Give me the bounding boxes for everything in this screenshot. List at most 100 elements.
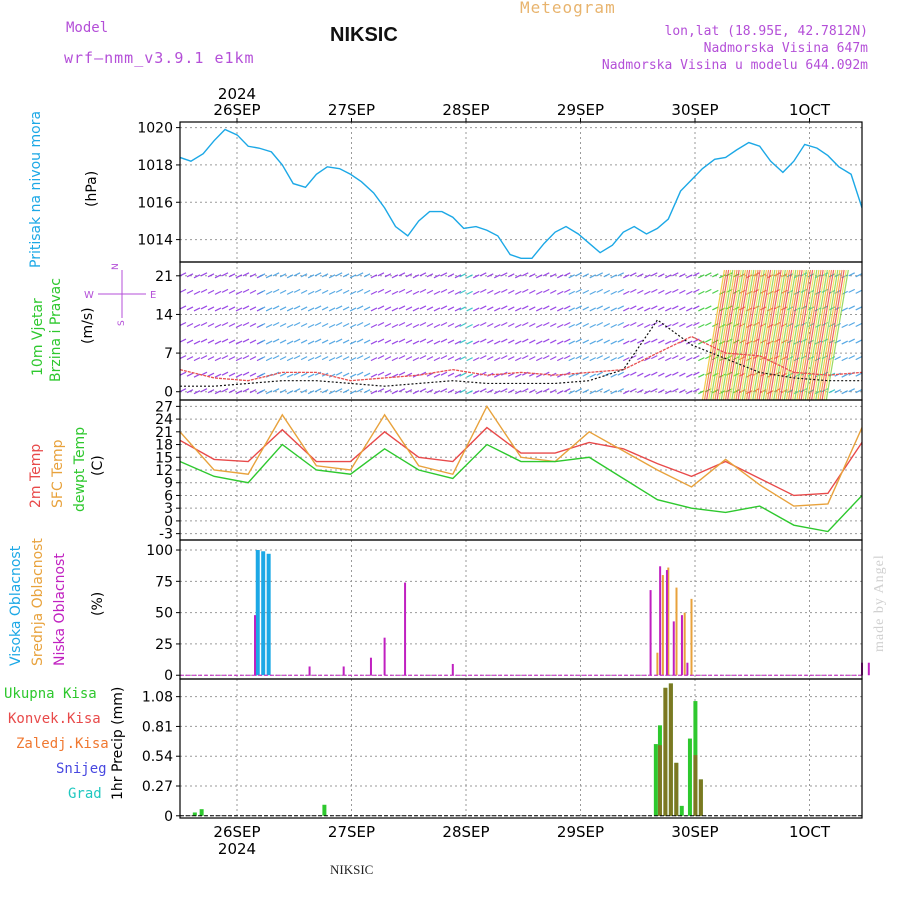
wind-barb [623, 323, 630, 329]
wind-barb [884, 358, 890, 361]
wind-barb-strong [748, 269, 772, 400]
wind-barb [249, 322, 257, 328]
wind-barb [658, 339, 665, 344]
wind-barb [272, 355, 280, 360]
xtick-label-bottom: 27SEP [328, 823, 375, 841]
wind-barb [719, 323, 726, 329]
wind-barb [855, 339, 862, 344]
wind-barb [486, 356, 494, 361]
wind-barb [242, 355, 250, 360]
wind-barb [363, 273, 371, 278]
wind-barb [582, 356, 590, 361]
precip-convective-bar [657, 745, 662, 816]
wind-barb [479, 321, 487, 327]
wind-barb [507, 322, 515, 328]
wind-barb [870, 372, 876, 375]
cloud-mid-bar [675, 587, 678, 676]
wind-barb [693, 338, 700, 343]
wind-barb [556, 323, 564, 329]
wind-barb [412, 390, 420, 395]
wind-barb [370, 274, 378, 279]
wind-barb [228, 273, 236, 278]
wind-barb [186, 372, 194, 377]
wind-barb [180, 288, 187, 293]
wind-barb [363, 339, 371, 344]
wind-barb [651, 371, 658, 376]
wind-barb [447, 356, 455, 361]
wind-barb [398, 355, 406, 360]
wind-barb [258, 289, 266, 294]
wind-barb [391, 323, 399, 329]
ytick-label: 100 [146, 543, 173, 559]
wind-barb [405, 289, 413, 294]
wind-barb [563, 355, 571, 360]
ytick-label: 1018 [137, 158, 173, 174]
wind-barb [698, 290, 705, 295]
wind-barb [249, 356, 257, 361]
wind-barb [221, 388, 229, 393]
wind-barb [214, 290, 222, 295]
wind-barb [349, 274, 357, 279]
wind-barb [235, 340, 243, 345]
wind-barb [321, 389, 329, 394]
wind-barb-strong [787, 269, 812, 400]
ytick-label: 27 [155, 399, 173, 415]
wind-barb [870, 339, 876, 342]
cloud-low-bar [369, 657, 372, 676]
wind-barb [279, 356, 287, 361]
wind-barb-strong [781, 269, 805, 400]
wind-barb [884, 374, 890, 377]
t2m-side-label: 2m Temp [28, 443, 44, 508]
wind-barb-strong [806, 269, 831, 400]
xtick-label-bottom: 26SEP [213, 823, 260, 841]
wind-barb [521, 355, 529, 360]
wind-barb [679, 306, 686, 311]
wind-barb [235, 357, 243, 362]
wind-barb [507, 306, 515, 311]
wind-barb-strong [743, 269, 768, 400]
wind-barb [828, 389, 836, 394]
wind-barb [440, 388, 448, 393]
wind-barb [563, 288, 571, 293]
cloud-low-bar [686, 662, 689, 676]
wind-barb [466, 274, 473, 279]
wind-barb [356, 338, 364, 343]
wind-barb [426, 339, 434, 344]
wind-barb [459, 389, 466, 394]
wind-barb [300, 289, 308, 294]
wind-barb [286, 373, 294, 378]
wind-barb [454, 274, 462, 279]
wind-barb [335, 388, 343, 393]
wind-barb [651, 388, 658, 393]
precip-total-bar [199, 809, 204, 816]
wind-barb [293, 338, 301, 343]
wind-barb [447, 289, 455, 294]
wind-barb [300, 356, 308, 361]
wind-barb [466, 390, 473, 395]
wind-barb [733, 289, 740, 294]
wind-barb [235, 274, 243, 279]
wind-barb [412, 274, 420, 279]
wind-barb [384, 322, 392, 328]
wind-barb [265, 357, 273, 362]
wind-barb [651, 288, 658, 293]
pressure-side-label: Pritisak na nivou mora [28, 110, 44, 268]
wind-barb [228, 339, 236, 344]
wind-barb [486, 339, 494, 344]
cloud-low-bar [404, 582, 407, 676]
wind-barb [568, 323, 576, 329]
wind-barb [377, 321, 385, 327]
wind-barb [549, 273, 557, 278]
wind-barb [651, 272, 658, 277]
wind-barb-strong [796, 269, 820, 400]
wind-barb-strong [821, 269, 845, 400]
wind-barb [665, 357, 672, 362]
wind-barb [300, 322, 308, 328]
wind-barb [589, 357, 597, 362]
wind-barb [693, 305, 700, 310]
wind-barb [877, 323, 883, 326]
wind-barb [426, 322, 434, 328]
wind-barb [568, 340, 576, 345]
wind-barb [221, 371, 229, 376]
wind-barb [242, 288, 250, 293]
